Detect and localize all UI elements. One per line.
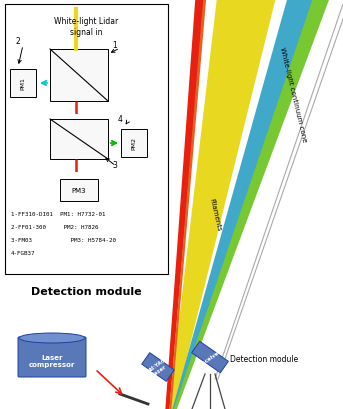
Text: 2-FF01-300     PM2: H7826: 2-FF01-300 PM2: H7826	[11, 225, 98, 229]
Bar	[121, 130, 147, 157]
Bar	[50, 50, 108, 102]
Bar	[192, 342, 228, 373]
Text: 2: 2	[15, 37, 20, 46]
Text: Detection module: Detection module	[230, 355, 298, 364]
Bar	[50, 120, 108, 160]
FancyBboxPatch shape	[18, 337, 86, 377]
Text: Nd:YAG
laser: Nd:YAG laser	[146, 356, 170, 378]
Polygon shape	[172, 0, 333, 409]
Text: Detection module: Detection module	[31, 286, 142, 296]
Polygon shape	[165, 0, 205, 409]
Bar	[60, 180, 98, 202]
Text: White-light Lidar
signal in: White-light Lidar signal in	[55, 17, 119, 37]
Text: 4-FGB37: 4-FGB37	[11, 250, 35, 255]
Polygon shape	[171, 0, 320, 409]
Text: 3-FM03           PM3: H5784-20: 3-FM03 PM3: H5784-20	[11, 237, 116, 243]
Ellipse shape	[19, 333, 85, 343]
Text: PM1: PM1	[21, 77, 25, 90]
Text: White-light continuum cone: White-light continuum cone	[279, 47, 307, 143]
FancyBboxPatch shape	[5, 5, 168, 274]
Text: PM2: PM2	[131, 137, 137, 150]
Polygon shape	[168, 0, 278, 409]
Text: Filaments: Filaments	[208, 198, 222, 231]
Text: Receiver: Receiver	[198, 348, 222, 366]
Text: 1-FF310-DI01  PM1: H7732-01: 1-FF310-DI01 PM1: H7732-01	[11, 211, 106, 216]
Polygon shape	[169, 0, 207, 409]
Text: 4: 4	[118, 115, 123, 124]
Bar	[10, 70, 36, 98]
Text: 3: 3	[112, 161, 117, 170]
Text: PM3: PM3	[72, 188, 86, 193]
Text: 1: 1	[112, 41, 117, 50]
Bar	[142, 353, 174, 382]
Text: Laser
compressor: Laser compressor	[29, 355, 75, 368]
